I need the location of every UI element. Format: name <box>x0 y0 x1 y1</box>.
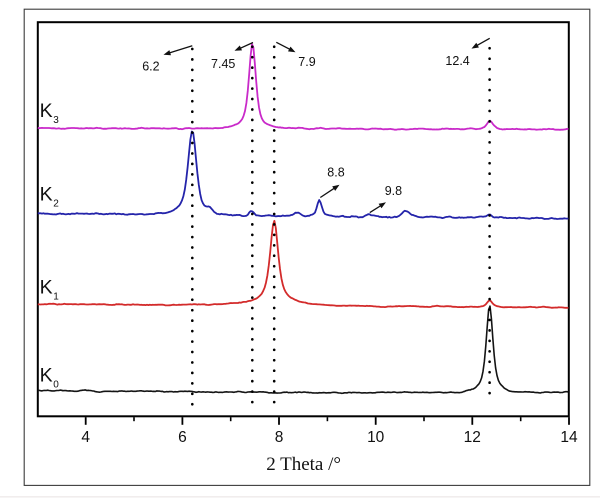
svg-text:3: 3 <box>53 115 59 126</box>
svg-text:K: K <box>40 365 53 387</box>
svg-text:7.45: 7.45 <box>211 57 235 71</box>
svg-text:K: K <box>40 276 53 298</box>
svg-text:14: 14 <box>560 429 578 446</box>
svg-text:6: 6 <box>178 429 187 446</box>
svg-text:K: K <box>40 184 53 206</box>
svg-text:10: 10 <box>367 429 385 446</box>
svg-text:8: 8 <box>275 429 284 446</box>
svg-text:7.9: 7.9 <box>298 55 315 69</box>
svg-text:12: 12 <box>464 429 481 446</box>
svg-text:K: K <box>40 100 53 122</box>
svg-text:0: 0 <box>53 380 59 391</box>
svg-text:12.4: 12.4 <box>445 54 469 68</box>
svg-text:2: 2 <box>53 199 59 210</box>
svg-text:4: 4 <box>81 429 90 446</box>
svg-text:6.2: 6.2 <box>142 59 159 73</box>
svg-text:1: 1 <box>53 291 59 302</box>
svg-text:9.8: 9.8 <box>385 184 402 198</box>
svg-text:2 Theta /°: 2 Theta /° <box>266 454 341 475</box>
svg-text:8.8: 8.8 <box>327 166 344 180</box>
